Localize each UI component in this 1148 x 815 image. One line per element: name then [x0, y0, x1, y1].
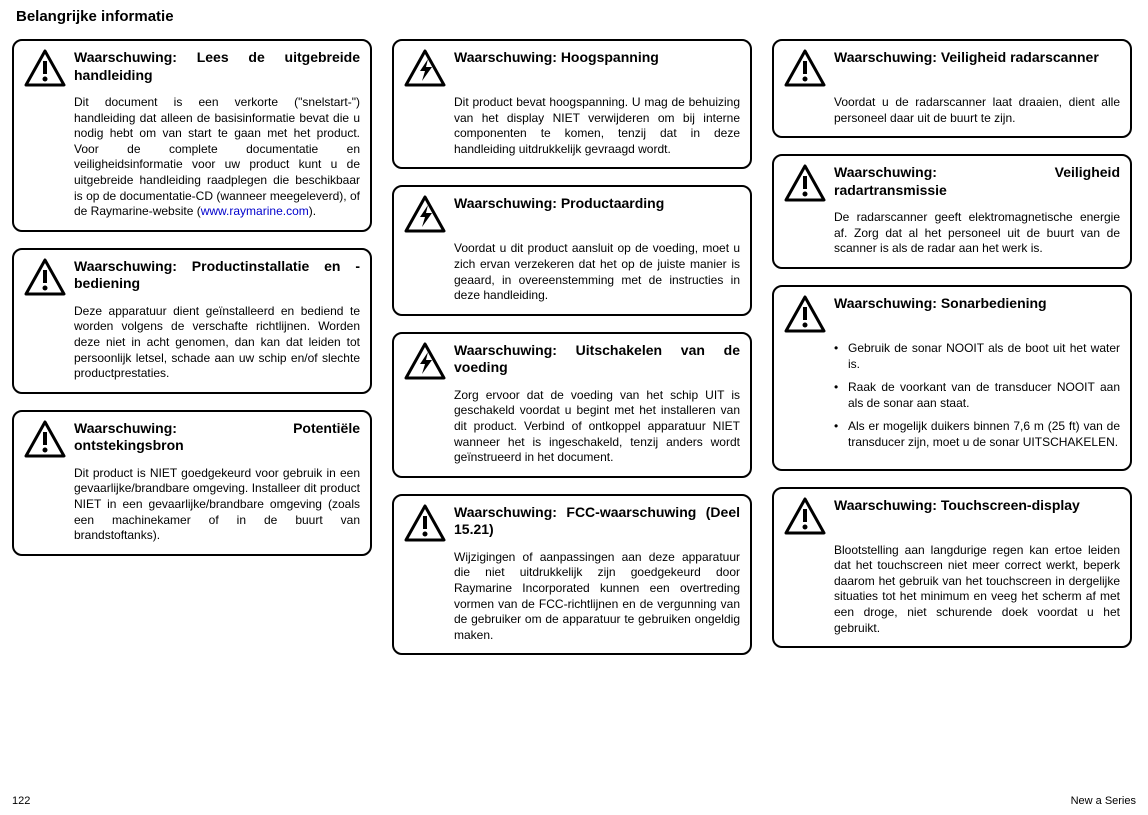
warning-exclaim-icon: [784, 295, 826, 333]
warning-title: Waarschuwing: Productaarding: [454, 195, 664, 213]
warning-title: Waarschuwing: Veiligheid radarscanner: [834, 49, 1099, 67]
warning-exclaim-icon: [24, 258, 66, 296]
warning-box: Waarschuwing: Hoogspanning Dit product b…: [392, 39, 752, 169]
warning-body: Gebruik de sonar NOOIT als de boot uit h…: [834, 341, 1120, 451]
warning-body: Voordat u dit product aansluit op de voe…: [454, 241, 740, 303]
warning-title: Waarschuwing: Veiligheid radartransmissi…: [834, 164, 1120, 199]
column-2: Waarschuwing: Hoogspanning Dit product b…: [392, 39, 752, 655]
warning-title: Waarschuwing: Productinstallatie en -bed…: [74, 258, 360, 293]
warning-box: Waarschuwing: Productaarding Voordat u d…: [392, 185, 752, 315]
warning-body: Dit product bevat hoogspanning. U mag de…: [454, 95, 740, 157]
warning-body: De radarscanner geeft elektromagnetische…: [834, 210, 1120, 257]
warning-exclaim-icon: [24, 49, 66, 87]
page-footer: 122 New a Series: [12, 795, 1136, 807]
warning-title: Waarschuwing: Uitschakelen van de voedin…: [454, 342, 740, 377]
warning-body: Voordat u de radarscanner laat draaien, …: [834, 95, 1120, 126]
warning-title: Waarschuwing: Hoogspanning: [454, 49, 659, 67]
warning-body: Deze apparatuur dient geïnstalleerd en b…: [74, 304, 360, 382]
warning-exclaim-icon: [784, 49, 826, 87]
page-number: 122: [12, 795, 30, 807]
warning-exclaim-icon: [24, 420, 66, 458]
footer-series: New a Series: [1071, 795, 1136, 807]
warning-box: Waarschuwing: Productinstallatie en -bed…: [12, 248, 372, 394]
warning-box: Waarschuwing: Veiligheid radartransmissi…: [772, 154, 1132, 269]
warning-box: Waarschuwing: Touchscreen-display Bloots…: [772, 487, 1132, 649]
list-item: Gebruik de sonar NOOIT als de boot uit h…: [834, 341, 1120, 372]
warning-box: Waarschuwing: Uitschakelen van de voedin…: [392, 332, 752, 478]
list-item: Raak de voorkant van de transducer NOOIT…: [834, 380, 1120, 411]
warning-body: Dit document is een verkorte ("snelstart…: [74, 95, 360, 220]
warning-body: Dit product is NIET goedgekeurd voor geb…: [74, 466, 360, 544]
warning-title: Waarschuwing: Lees de uitgebreide handle…: [74, 49, 360, 84]
columns-container: Waarschuwing: Lees de uitgebreide handle…: [12, 39, 1136, 655]
warning-title: Waarschuwing: Sonarbediening: [834, 295, 1047, 313]
warning-box: Waarschuwing: Veiligheid radarscanner Vo…: [772, 39, 1132, 138]
warning-exclaim-icon: [404, 504, 446, 542]
warning-exclaim-icon: [784, 497, 826, 535]
warning-body: Wijzigingen of aanpassingen aan deze app…: [454, 550, 740, 644]
warning-exclaim-icon: [784, 164, 826, 202]
warning-title: Waarschuwing: FCC-waarschuwing (Deel 15.…: [454, 504, 740, 539]
warning-bolt-icon: [404, 195, 446, 233]
warning-body: Blootstelling aan langdurige regen kan e…: [834, 543, 1120, 637]
warning-title: Waarschuwing: Touchscreen-display: [834, 497, 1080, 515]
list-item: Als er mogelijk duikers binnen 7,6 m (25…: [834, 419, 1120, 450]
warning-bolt-icon: [404, 49, 446, 87]
raymarine-link[interactable]: www.raymarine.com: [201, 204, 309, 218]
warning-box: Waarschuwing: Potentiële ontstekingsbron…: [12, 410, 372, 556]
warning-title: Waarschuwing: Potentiële ontstekingsbron: [74, 420, 360, 455]
warning-box: Waarschuwing: Sonarbediening Gebruik de …: [772, 285, 1132, 471]
column-1: Waarschuwing: Lees de uitgebreide handle…: [12, 39, 372, 655]
warning-body: Zorg ervoor dat de voeding van het schip…: [454, 388, 740, 466]
warning-bolt-icon: [404, 342, 446, 380]
column-3: Waarschuwing: Veiligheid radarscanner Vo…: [772, 39, 1132, 655]
warning-box: Waarschuwing: FCC-waarschuwing (Deel 15.…: [392, 494, 752, 656]
page-title: Belangrijke informatie: [12, 8, 1136, 25]
warning-box: Waarschuwing: Lees de uitgebreide handle…: [12, 39, 372, 232]
